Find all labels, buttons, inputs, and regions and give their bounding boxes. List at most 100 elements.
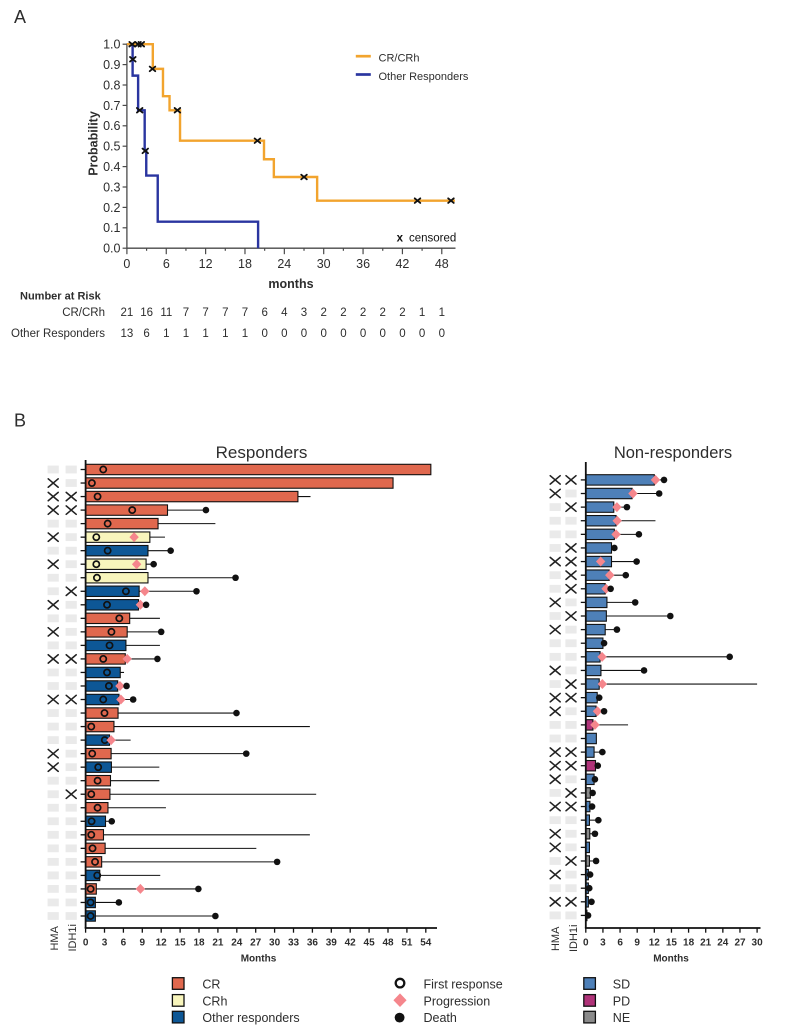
svg-text:30: 30: [752, 938, 764, 949]
svg-text:0: 0: [340, 328, 346, 340]
svg-text:Other responders: Other responders: [202, 1011, 299, 1025]
svg-text:Probability: Probability: [87, 111, 101, 176]
svg-text:24: 24: [277, 257, 291, 271]
svg-text:0: 0: [301, 328, 307, 340]
svg-text:2: 2: [360, 307, 366, 319]
svg-text:51: 51: [401, 938, 413, 949]
svg-text:3: 3: [301, 307, 307, 319]
svg-text:7: 7: [202, 307, 208, 319]
svg-text:0: 0: [419, 328, 425, 340]
svg-text:CRh: CRh: [202, 994, 227, 1008]
svg-text:0: 0: [123, 257, 130, 271]
svg-text:21: 21: [212, 938, 224, 949]
svg-text:0: 0: [379, 328, 385, 340]
svg-text:B: B: [14, 411, 26, 431]
svg-text:0.9: 0.9: [103, 58, 120, 72]
svg-text:21: 21: [121, 307, 134, 319]
svg-text:0: 0: [439, 328, 445, 340]
svg-text:x: x: [397, 233, 404, 245]
svg-text:30: 30: [317, 257, 331, 271]
svg-text:24: 24: [717, 938, 729, 949]
svg-text:15: 15: [175, 938, 187, 949]
svg-text:9: 9: [634, 938, 640, 949]
svg-text:First response: First response: [424, 978, 503, 992]
svg-text:0.4: 0.4: [103, 160, 120, 174]
svg-text:18: 18: [238, 257, 252, 271]
svg-text:30: 30: [269, 938, 281, 949]
svg-text:6: 6: [121, 938, 127, 949]
svg-text:36: 36: [307, 938, 319, 949]
svg-text:HMA: HMA: [49, 925, 61, 950]
svg-text:Number at Risk: Number at Risk: [20, 291, 102, 303]
svg-text:1: 1: [439, 307, 445, 319]
svg-text:42: 42: [395, 257, 409, 271]
svg-text:Non-responders: Non-responders: [614, 444, 732, 462]
svg-text:18: 18: [193, 938, 205, 949]
svg-text:21: 21: [700, 938, 712, 949]
svg-text:0: 0: [83, 938, 89, 949]
svg-text:2: 2: [379, 307, 385, 319]
svg-text:months: months: [268, 277, 313, 291]
svg-text:0.2: 0.2: [103, 201, 120, 215]
svg-text:0: 0: [583, 938, 589, 949]
svg-text:1: 1: [202, 328, 208, 340]
svg-text:IDH1i: IDH1i: [67, 924, 79, 952]
svg-text:1: 1: [242, 328, 248, 340]
svg-text:42: 42: [345, 938, 357, 949]
svg-text:7: 7: [242, 307, 248, 319]
svg-text:12: 12: [156, 938, 168, 949]
svg-text:12: 12: [649, 938, 661, 949]
svg-text:27: 27: [250, 938, 262, 949]
svg-text:0.7: 0.7: [103, 99, 120, 113]
svg-text:24: 24: [231, 938, 243, 949]
svg-text:0: 0: [399, 328, 405, 340]
svg-text:HMA: HMA: [550, 926, 562, 951]
svg-text:0.5: 0.5: [103, 140, 120, 154]
svg-text:54: 54: [420, 938, 432, 949]
svg-text:33: 33: [288, 938, 300, 949]
svg-text:45: 45: [364, 938, 376, 949]
svg-text:0: 0: [261, 328, 267, 340]
svg-text:SD: SD: [613, 978, 630, 992]
svg-text:15: 15: [666, 938, 678, 949]
svg-text:0: 0: [360, 328, 366, 340]
svg-text:Months: Months: [241, 954, 277, 965]
svg-text:18: 18: [683, 938, 695, 949]
svg-text:1: 1: [222, 328, 228, 340]
svg-text:12: 12: [199, 257, 213, 271]
svg-text:36: 36: [356, 257, 370, 271]
svg-text:0.0: 0.0: [103, 242, 120, 256]
svg-text:9: 9: [140, 938, 146, 949]
svg-text:Responders: Responders: [216, 443, 308, 462]
svg-text:0.6: 0.6: [103, 119, 120, 133]
svg-text:16: 16: [140, 307, 153, 319]
svg-text:6: 6: [163, 257, 170, 271]
svg-text:2: 2: [320, 307, 326, 319]
svg-text:7: 7: [183, 307, 189, 319]
svg-text:11: 11: [160, 307, 172, 319]
svg-text:4: 4: [281, 307, 288, 319]
svg-text:2: 2: [399, 307, 405, 319]
svg-text:1: 1: [183, 328, 189, 340]
svg-text:48: 48: [382, 938, 394, 949]
svg-text:Months: Months: [653, 954, 689, 965]
svg-text:NE: NE: [613, 1011, 630, 1025]
svg-text:1: 1: [419, 307, 425, 319]
svg-text:0.1: 0.1: [103, 221, 120, 235]
svg-text:3: 3: [102, 938, 108, 949]
svg-text:2: 2: [340, 307, 346, 319]
svg-text:CR/CRh: CR/CRh: [62, 307, 105, 319]
svg-text:Death: Death: [424, 1011, 457, 1025]
svg-text:PD: PD: [613, 994, 630, 1008]
svg-text:39: 39: [326, 938, 338, 949]
svg-text:censored: censored: [409, 233, 456, 245]
svg-text:CR/CRh: CR/CRh: [379, 52, 420, 64]
svg-text:1.0: 1.0: [103, 38, 120, 52]
svg-text:7: 7: [222, 307, 228, 319]
svg-text:13: 13: [121, 328, 134, 340]
svg-text:CR: CR: [202, 978, 220, 992]
svg-text:0: 0: [320, 328, 326, 340]
svg-text:Other Responders: Other Responders: [11, 328, 105, 340]
svg-text:0.3: 0.3: [103, 180, 120, 194]
svg-text:0.8: 0.8: [103, 78, 120, 92]
